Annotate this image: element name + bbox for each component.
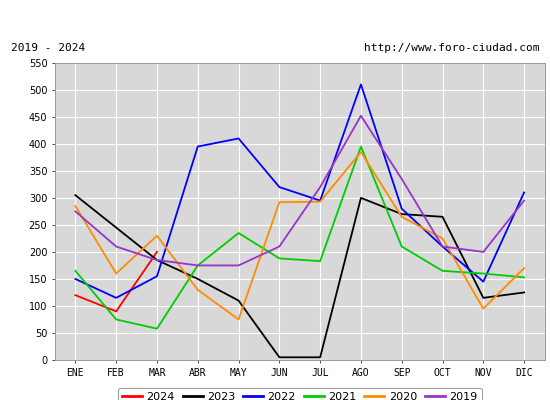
Text: 2019 - 2024: 2019 - 2024 [11,43,85,53]
Legend: 2024, 2023, 2022, 2021, 2020, 2019: 2024, 2023, 2022, 2021, 2020, 2019 [118,388,482,400]
Text: Evolucion Nº Turistas Nacionales en el municipio de Beade: Evolucion Nº Turistas Nacionales en el m… [72,10,478,24]
Text: http://www.foro-ciudad.com: http://www.foro-ciudad.com [364,43,539,53]
